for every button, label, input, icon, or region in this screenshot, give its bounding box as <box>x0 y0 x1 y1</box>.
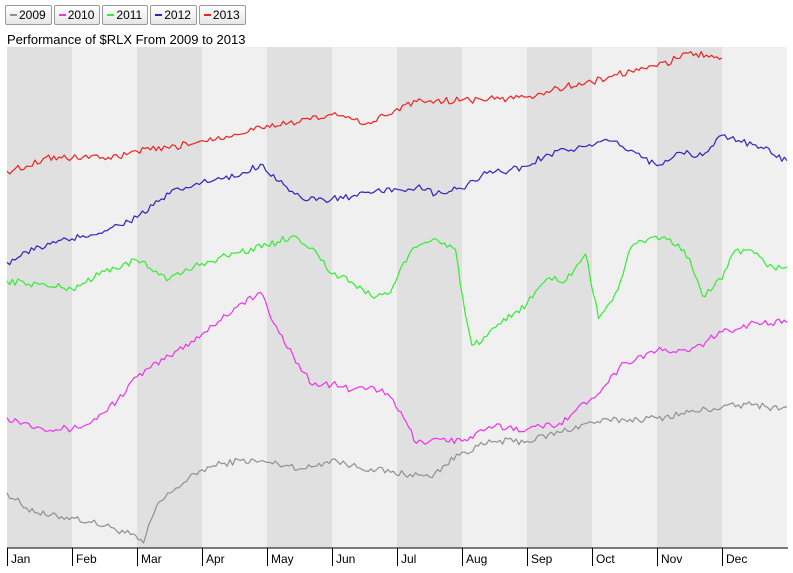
legend-item-2009[interactable]: 2009 <box>5 5 52 25</box>
series-line-2009 <box>6 401 788 544</box>
legend-label: 2013 <box>212 8 240 22</box>
legend-swatch <box>58 14 66 16</box>
legend-item-2010[interactable]: 2010 <box>53 5 101 25</box>
x-tick-label: Dec <box>726 552 747 566</box>
legend-label: 2010 <box>67 8 95 22</box>
x-tick-label: May <box>271 552 294 566</box>
month-band-dec <box>722 47 787 548</box>
month-band-mar <box>137 47 202 548</box>
month-band-feb <box>72 47 137 548</box>
x-tick-label: Feb <box>76 552 97 566</box>
legend-item-2013[interactable]: 2013 <box>198 5 246 25</box>
legend-swatch <box>203 14 211 16</box>
x-tick-label: Sep <box>531 552 553 566</box>
legend-swatch <box>155 14 163 16</box>
legend-label: 2011 <box>116 8 143 22</box>
legend-label: 2012 <box>164 8 191 22</box>
legend-swatch <box>10 14 17 16</box>
legend: 2009 2010 2011 2012 2013 <box>5 5 246 27</box>
chart-title: Performance of $RLX From 2009 to 2013 <box>7 32 246 47</box>
series-line-2012 <box>6 134 788 266</box>
month-band-jan <box>7 47 72 548</box>
legend-item-2012[interactable]: 2012 <box>150 5 197 25</box>
x-tick-label: Nov <box>661 552 682 566</box>
x-tick-label: Mar <box>141 552 162 566</box>
x-axis: Jan Feb Mar Apr May Jun Jul Aug Sep Oct Nov Dec <box>7 547 788 566</box>
month-band-jun <box>332 47 397 548</box>
month-band-nov <box>657 47 722 548</box>
x-tick-label: Jan <box>11 552 30 566</box>
month-band-aug <box>462 47 527 548</box>
legend-item-2011[interactable]: 2011 <box>102 5 149 25</box>
series-line-2013 <box>6 51 723 175</box>
month-band-jul <box>397 47 462 548</box>
month-band-oct <box>592 47 657 548</box>
series-line-2011 <box>6 235 788 346</box>
month-band-apr <box>202 47 267 548</box>
series-lines <box>6 51 788 544</box>
x-tick-label: Jul <box>401 552 416 566</box>
month-bands <box>7 47 787 548</box>
x-tick-label: Jun <box>336 552 355 566</box>
series-line-2010 <box>6 291 788 445</box>
legend-swatch <box>107 14 115 16</box>
x-tick-label: Apr <box>206 552 225 566</box>
month-band-sep <box>527 47 592 548</box>
x-tick-label: Oct <box>596 552 615 566</box>
legend-label: 2009 <box>19 8 46 22</box>
x-tick-label: Aug <box>466 552 487 566</box>
